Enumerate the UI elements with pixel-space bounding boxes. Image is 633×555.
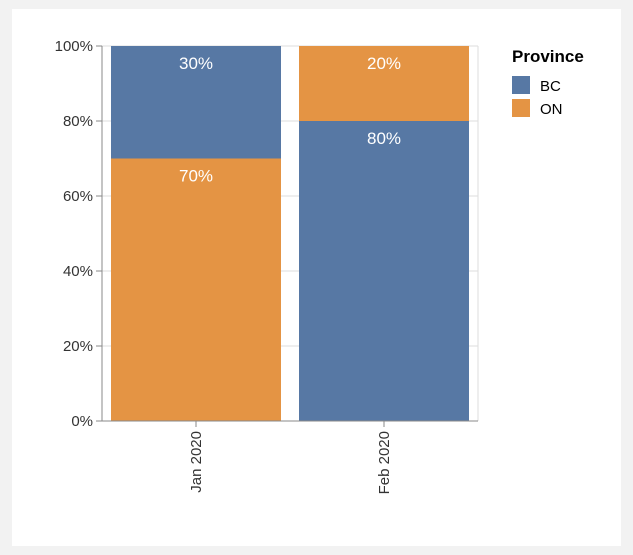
legend-swatch-on xyxy=(512,99,530,117)
axes: 0% 20% 40% 60% 80% 100% Jan 2020 Feb 2020 xyxy=(55,38,478,494)
bar-on-1 xyxy=(299,46,469,121)
bar-label-on-1: 20% xyxy=(367,54,401,73)
bar-label-bc-1: 80% xyxy=(367,129,401,148)
x-tick-label: Feb 2020 xyxy=(376,431,393,494)
x-tick-label: Jan 2020 xyxy=(188,431,205,493)
y-tick-label: 80% xyxy=(63,113,93,130)
y-tick-label: 60% xyxy=(63,188,93,205)
legend: Province BC ON xyxy=(512,47,584,118)
bar-bc-1 xyxy=(299,121,469,421)
y-tick-label: 40% xyxy=(63,263,93,280)
y-tick-label: 100% xyxy=(55,38,93,55)
bars xyxy=(111,46,469,421)
y-tick-label: 0% xyxy=(71,413,93,430)
legend-title: Province xyxy=(512,47,584,66)
legend-label-on: ON xyxy=(540,101,563,118)
legend-swatch-bc xyxy=(512,76,530,94)
bar-label-on-0: 70% xyxy=(179,167,213,186)
y-tick-label: 20% xyxy=(63,338,93,355)
legend-label-bc: BC xyxy=(540,78,561,95)
bar-on-0 xyxy=(111,158,281,421)
bar-labels: 70% 30% 80% 20% xyxy=(179,54,401,186)
bar-bc-0 xyxy=(111,46,281,159)
bar-label-bc-0: 30% xyxy=(179,54,213,73)
